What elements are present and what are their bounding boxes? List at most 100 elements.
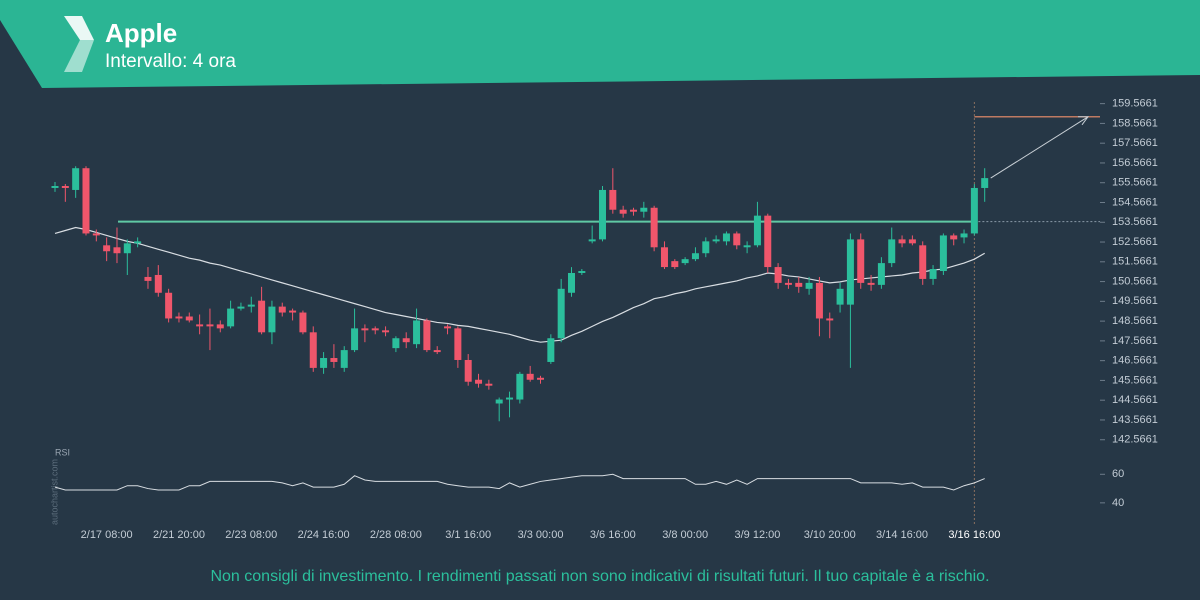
- y-tick-label: 146.5661: [1112, 355, 1158, 367]
- candle-body: [619, 209, 627, 214]
- y-tick-label: 142.5661: [1112, 434, 1158, 446]
- candle-body: [815, 282, 823, 319]
- candle-body: [919, 245, 927, 279]
- candle-body: [402, 338, 410, 343]
- moving-average: [54, 226, 985, 343]
- x-tick-label: 2/17 08:00: [81, 529, 133, 541]
- candle-body: [61, 186, 69, 188]
- candle-body: [392, 338, 400, 349]
- candle-body: [970, 187, 978, 234]
- x-tick-label: 2/21 20:00: [153, 529, 205, 541]
- candle-body: [753, 215, 761, 246]
- x-tick-label: 3/9 12:00: [735, 529, 781, 541]
- candle-body: [237, 306, 245, 309]
- candle-body: [144, 276, 152, 281]
- candle-body: [475, 379, 483, 384]
- candle-body: [557, 288, 565, 339]
- candle-body: [877, 263, 885, 285]
- candle-body: [537, 377, 545, 380]
- candle-body: [340, 350, 348, 368]
- candle-body: [867, 282, 875, 285]
- x-tick-label: 2/24 16:00: [298, 529, 350, 541]
- candle-body: [640, 207, 648, 212]
- candle-body: [836, 288, 844, 305]
- candle-body: [320, 358, 328, 368]
- candle-body: [826, 318, 834, 321]
- candle-body: [196, 324, 204, 327]
- candle-body: [413, 320, 421, 345]
- candle-body: [805, 282, 813, 289]
- y-tick-label: 148.5661: [1112, 315, 1158, 327]
- candle-body: [506, 397, 514, 400]
- header-subtitle: Intervallo: 4 ora: [105, 51, 236, 72]
- watermark: autochartist.com: [49, 459, 59, 525]
- y-tick-label: 151.5661: [1112, 256, 1158, 268]
- x-tick-label: 3/1 16:00: [445, 529, 491, 541]
- y-tick-label: 157.5661: [1112, 137, 1158, 149]
- candle-body: [175, 316, 183, 319]
- candle-body: [227, 308, 235, 327]
- candle-body: [795, 282, 803, 287]
- header-title: Apple: [105, 18, 177, 48]
- candle-body: [629, 209, 637, 212]
- logo: [64, 40, 94, 72]
- candle-body: [774, 267, 782, 283]
- candle-body: [82, 168, 90, 234]
- rsi-tick-label: 60: [1112, 468, 1124, 480]
- candle-body: [702, 241, 710, 254]
- candle-body: [929, 269, 937, 279]
- y-tick-label: 159.5661: [1112, 98, 1158, 110]
- candle-body: [598, 189, 606, 240]
- candle-body: [258, 300, 266, 333]
- candle-body: [671, 261, 679, 268]
- candle-body: [743, 245, 751, 248]
- candle-body: [495, 399, 503, 404]
- y-tick-label: 156.5661: [1112, 157, 1158, 169]
- candle-body: [154, 274, 162, 293]
- y-tick-label: 145.5661: [1112, 374, 1158, 386]
- candle-body: [660, 247, 668, 268]
- candle-body: [650, 207, 658, 248]
- candle-body: [165, 292, 173, 319]
- candle-body: [526, 373, 534, 380]
- projection-arrowhead: [1078, 116, 1089, 126]
- logo: [64, 16, 94, 40]
- x-tick-label: 3/8 00:00: [662, 529, 708, 541]
- candle-body: [134, 241, 142, 244]
- candle-body: [268, 306, 276, 333]
- candle-body: [764, 215, 772, 268]
- candle-body: [578, 271, 586, 273]
- candle-body: [444, 326, 452, 329]
- x-tick-label: 3/3 00:00: [518, 529, 564, 541]
- projection-arrow: [990, 116, 1089, 179]
- candle-body: [568, 272, 575, 293]
- candle-body: [454, 328, 462, 360]
- candle-body: [382, 330, 390, 333]
- candle-body: [908, 239, 916, 244]
- disclaimer: Non consigli di investimento. I rendimen…: [210, 568, 989, 585]
- y-tick-label: 144.5661: [1112, 394, 1158, 406]
- candle-body: [960, 233, 968, 238]
- y-tick-label: 143.5661: [1112, 414, 1158, 426]
- candle-body: [123, 243, 131, 254]
- rsi-line: [54, 473, 985, 491]
- candle-body: [247, 304, 255, 307]
- candle-body: [846, 239, 854, 305]
- candle-body: [485, 383, 493, 386]
- candle-body: [950, 235, 958, 240]
- candle-body: [216, 324, 224, 329]
- candle-body: [939, 235, 947, 272]
- x-tick-label: 3/14 16:00: [876, 529, 928, 541]
- rsi-tick-label: 40: [1112, 497, 1124, 509]
- candle-body: [72, 168, 80, 190]
- candle-body: [784, 282, 792, 285]
- candle-body: [981, 178, 989, 188]
- candle-body: [51, 186, 59, 188]
- candle-body: [278, 306, 286, 313]
- x-tick-label: 3/6 16:00: [590, 529, 636, 541]
- x-tick-label: 2/23 08:00: [225, 529, 277, 541]
- y-tick-label: 158.5661: [1112, 117, 1158, 129]
- y-tick-label: 150.5661: [1112, 275, 1158, 287]
